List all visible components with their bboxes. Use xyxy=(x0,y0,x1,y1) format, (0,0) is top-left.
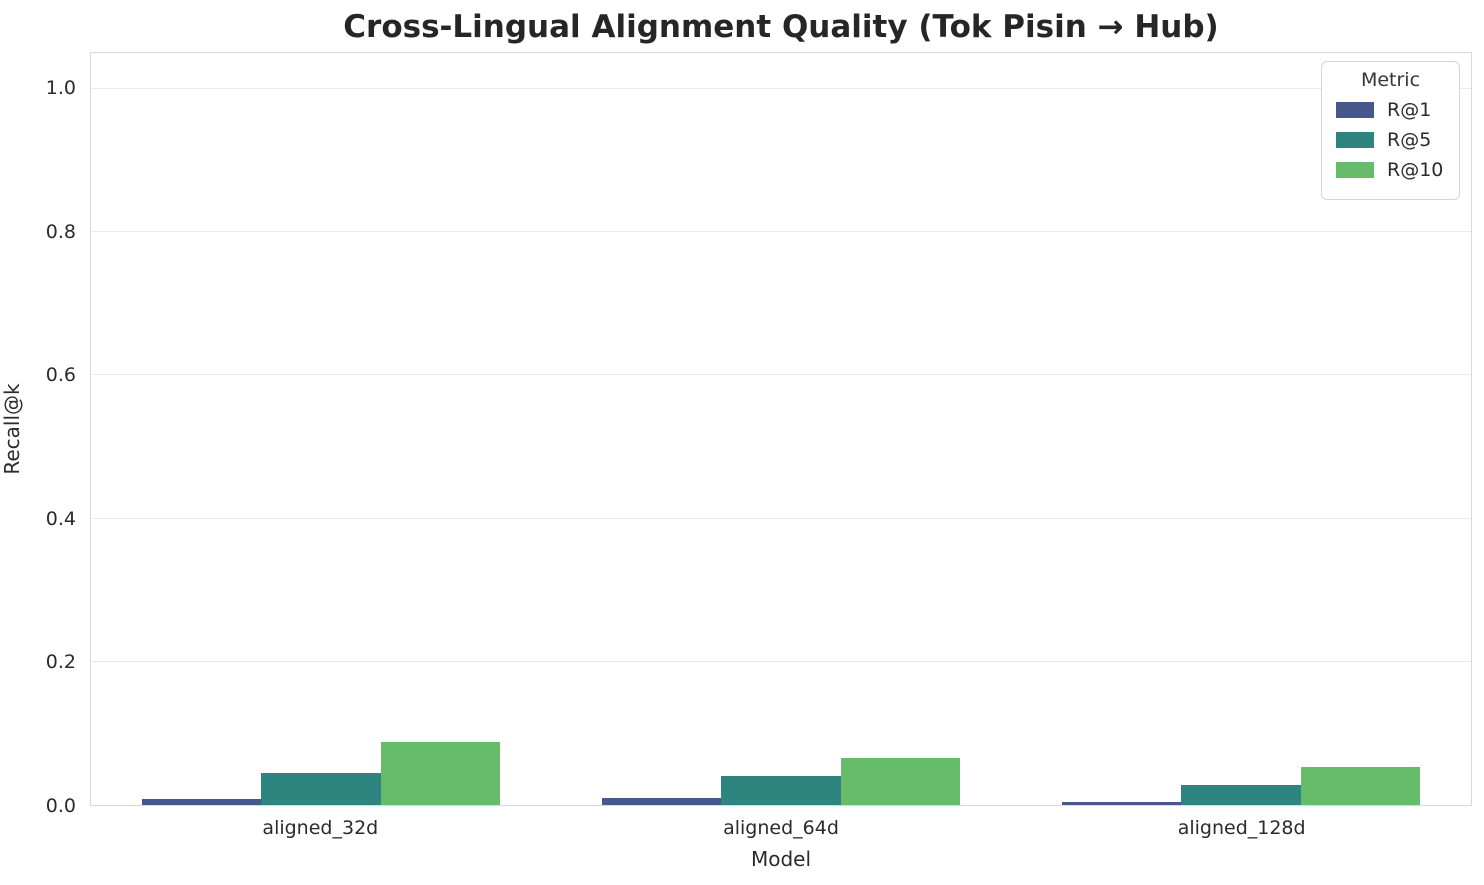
legend-swatch-icon xyxy=(1336,102,1374,118)
legend-item-label: R@5 xyxy=(1387,129,1432,151)
plot-area xyxy=(90,52,1472,806)
legend-item-label: R@1 xyxy=(1387,99,1432,121)
x-tick-label: aligned_64d xyxy=(723,817,839,839)
x-tick-label: aligned_32d xyxy=(262,817,379,839)
legend-items: R@1 R@5 R@10 xyxy=(1334,99,1447,181)
bar-aligned_128d-R@10 xyxy=(1300,767,1421,805)
legend-item-R@10: R@10 xyxy=(1336,159,1447,181)
y-tick-label: 1.0 xyxy=(45,76,76,99)
grid-line xyxy=(91,231,1471,233)
y-axis-label: Recall@k xyxy=(0,383,24,475)
legend-item-R@1: R@1 xyxy=(1336,99,1447,121)
chart-title: Cross-Lingual Alignment Quality (Tok Pis… xyxy=(343,9,1219,45)
grid-line xyxy=(91,87,1471,89)
bar-group-aligned_64d xyxy=(551,53,1011,805)
bar-slot xyxy=(601,53,961,805)
legend-item-label: R@10 xyxy=(1387,159,1444,181)
legend: Metric R@1 R@5 R@10 xyxy=(1321,61,1460,200)
y-tick-label: 0.2 xyxy=(45,651,76,674)
y-tick-label: 0.4 xyxy=(45,507,76,530)
grid-line xyxy=(91,660,1471,662)
legend-item-R@5: R@5 xyxy=(1336,129,1447,151)
y-tick-label: 0.6 xyxy=(45,364,76,387)
legend-swatch-icon xyxy=(1336,162,1374,178)
bar-aligned_32d-R@5 xyxy=(261,772,381,805)
bar-aligned_64d-R@10 xyxy=(840,757,961,805)
bar-aligned_32d-R@1 xyxy=(141,799,262,805)
x-axis-label: Model xyxy=(750,847,812,871)
bar-aligned_128d-R@1 xyxy=(1061,802,1182,805)
bar-slot xyxy=(1061,53,1421,805)
x-tick-label: aligned_128d xyxy=(1177,817,1306,839)
bar-aligned_32d-R@10 xyxy=(380,741,501,805)
y-tick-label: 0.0 xyxy=(45,795,76,817)
bar-aligned_64d-R@1 xyxy=(601,797,722,805)
grid-line xyxy=(91,374,1471,376)
bar-group-aligned_128d xyxy=(1011,53,1471,805)
grid-line xyxy=(91,517,1471,519)
legend-swatch-icon xyxy=(1336,132,1374,148)
bar-aligned_128d-R@5 xyxy=(1181,784,1301,805)
bar-groups xyxy=(91,53,1471,805)
bar-slot xyxy=(141,53,501,805)
legend-title: Metric xyxy=(1360,69,1421,91)
y-tick-label: 0.8 xyxy=(45,220,76,243)
bar-group-aligned_32d xyxy=(91,53,551,805)
bar-aligned_64d-R@5 xyxy=(721,776,841,805)
